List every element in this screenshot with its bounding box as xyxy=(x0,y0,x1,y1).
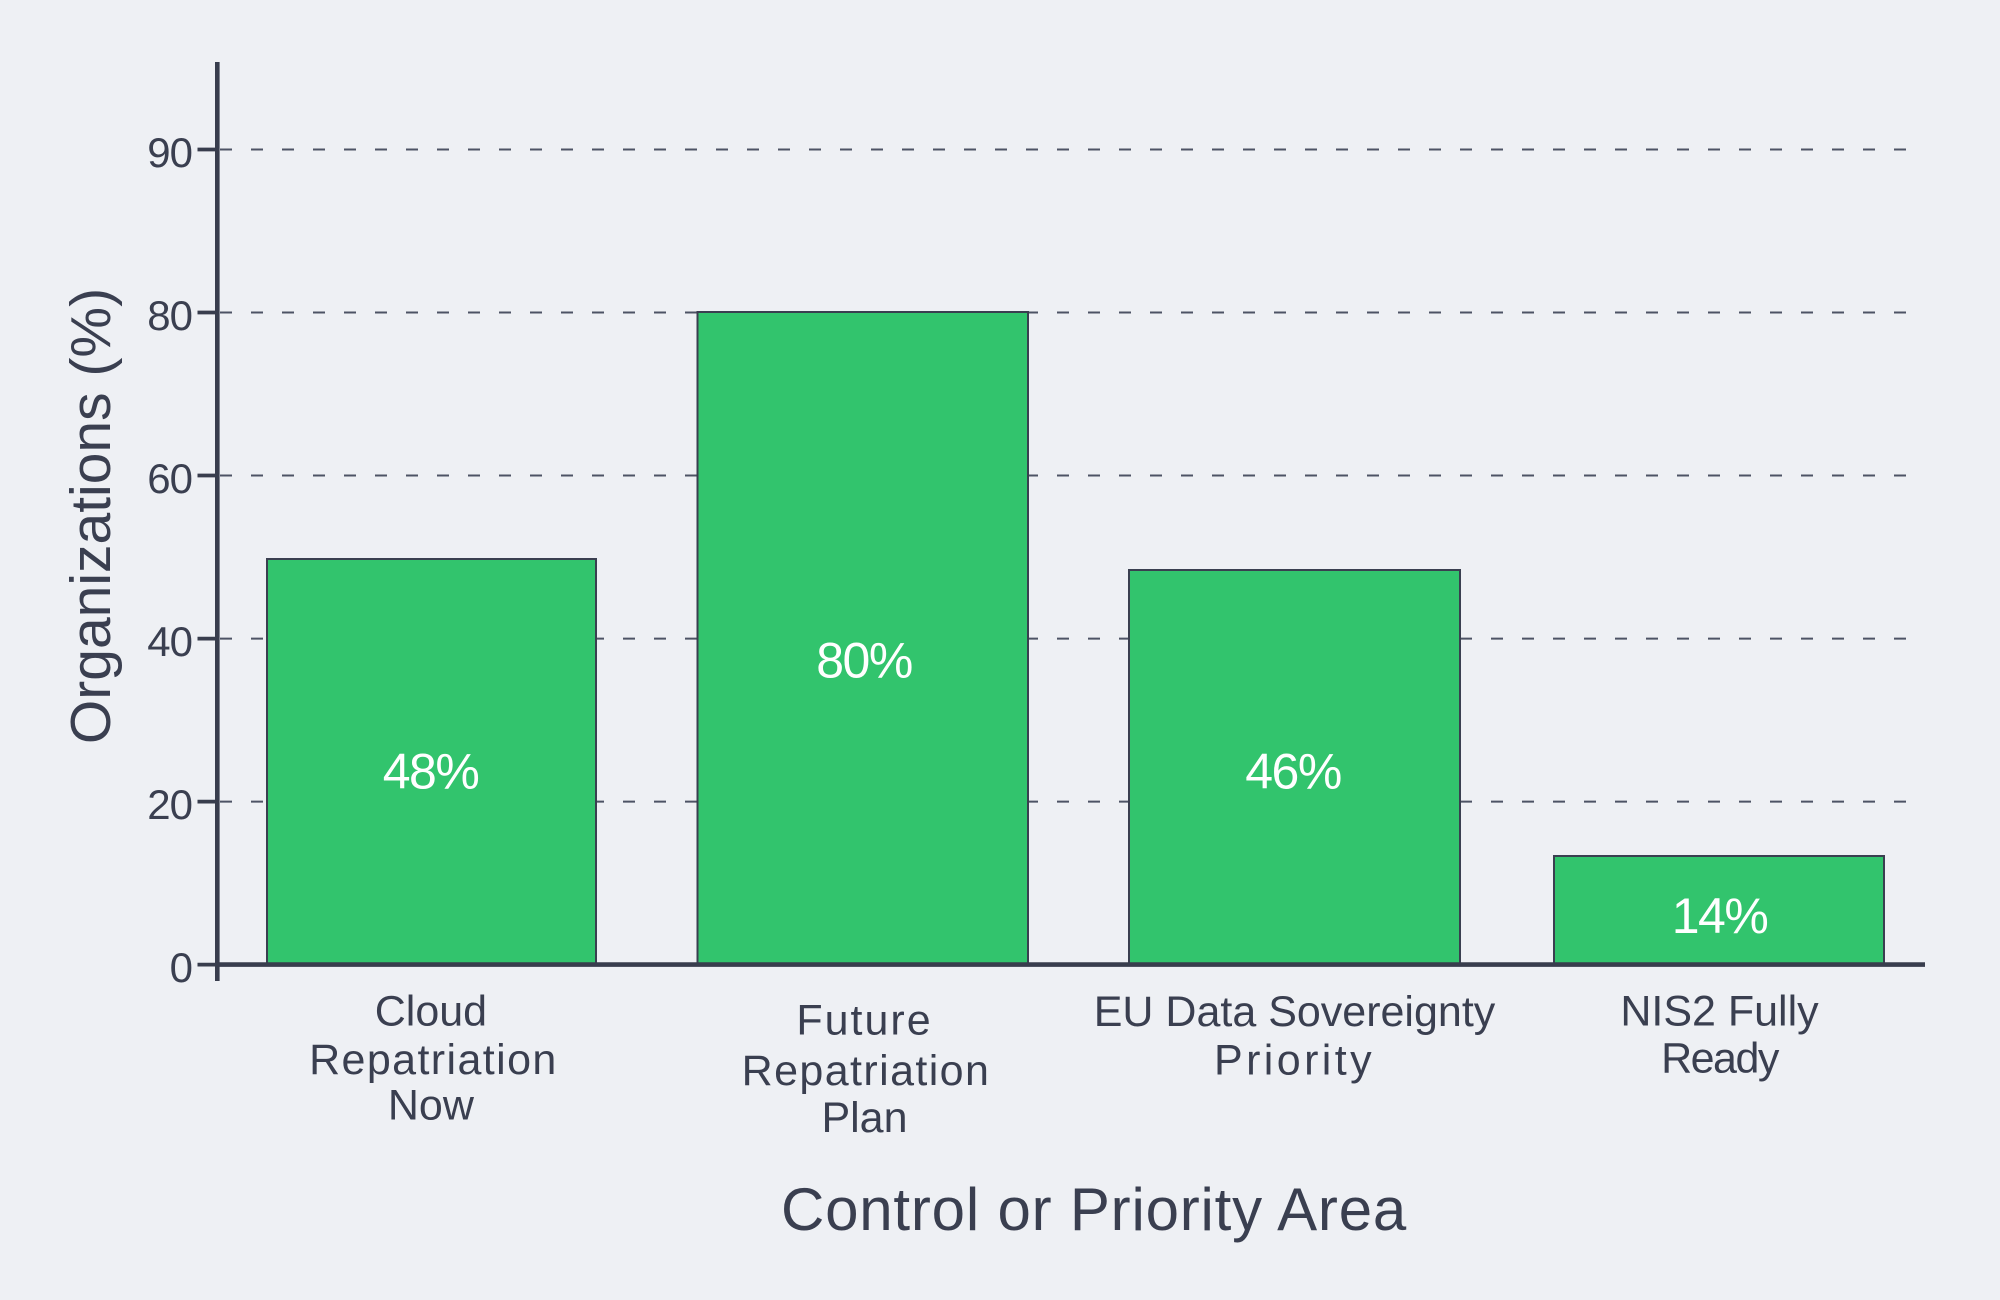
svg-text:Now: Now xyxy=(388,1082,475,1130)
svg-text:Repatriation: Repatriation xyxy=(309,1036,558,1084)
svg-text:Plan: Plan xyxy=(821,1094,907,1142)
svg-text:Ready: Ready xyxy=(1661,1035,1780,1083)
svg-text:80%: 80% xyxy=(816,633,912,689)
svg-text:Priority: Priority xyxy=(1214,1037,1375,1085)
svg-text:Control or Priority Area: Control or Priority Area xyxy=(781,1176,1407,1243)
svg-text:60: 60 xyxy=(147,455,192,502)
svg-text:80: 80 xyxy=(147,292,192,339)
svg-text:14%: 14% xyxy=(1672,888,1768,944)
svg-text:Repatriation: Repatriation xyxy=(742,1047,991,1095)
svg-text:20: 20 xyxy=(147,781,192,828)
svg-text:EU Data Sovereignty: EU Data Sovereignty xyxy=(1094,988,1496,1036)
svg-text:48%: 48% xyxy=(383,743,479,799)
svg-text:Future: Future xyxy=(796,997,932,1045)
svg-text:40: 40 xyxy=(147,618,192,665)
svg-text:90: 90 xyxy=(147,129,192,176)
svg-text:NIS2 Fully: NIS2 Fully xyxy=(1620,987,1819,1035)
svg-text:Organizations (%): Organizations (%) xyxy=(59,288,123,744)
svg-text:46%: 46% xyxy=(1245,744,1341,800)
svg-text:Cloud: Cloud xyxy=(375,988,487,1036)
svg-text:0: 0 xyxy=(170,944,192,991)
